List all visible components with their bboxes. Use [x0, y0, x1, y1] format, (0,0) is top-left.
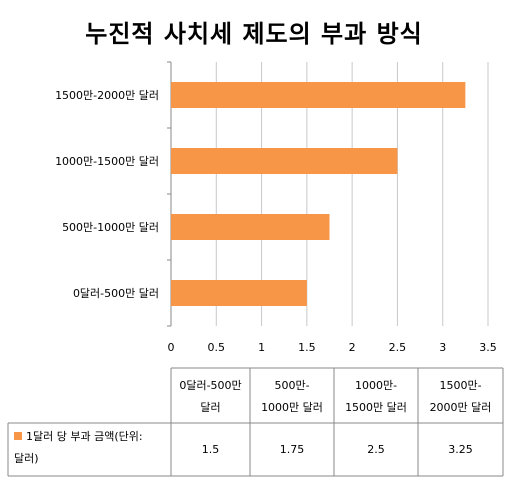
bar-1: [171, 214, 330, 240]
table-header-0-line-1: 달러: [200, 401, 220, 414]
data-label-2: 2.5: [367, 443, 385, 456]
table-header-3-line-1: 2000만 달러: [430, 401, 492, 414]
table-header-2-line-0: 1000만-: [355, 379, 397, 392]
table-header-3-line-0: 1500만-: [439, 379, 481, 392]
data-label-3: 3.25: [448, 443, 473, 456]
table-header-0-line-0: 0달러-500만: [179, 379, 241, 392]
table-header-2-line-1: 1500만 달러: [345, 401, 407, 414]
x-tick-label-1: 0.5: [208, 341, 226, 354]
x-tick-label-2: 1: [258, 341, 265, 354]
x-tick-label-4: 2: [349, 341, 356, 354]
legend-label-line-1: 달러): [14, 452, 39, 465]
chart-title: 누진적 사치세 제도의 부과 방식: [85, 20, 423, 48]
x-tick-label-5: 2.5: [389, 341, 407, 354]
category-label-0: 0달러-500만 달러: [73, 287, 159, 300]
bar-3: [171, 82, 466, 108]
x-tick-label-7: 3.5: [479, 341, 497, 354]
table-header-1-line-0: 500만-: [274, 379, 309, 392]
category-label-1: 500만-1000만 달러: [62, 221, 159, 234]
legend-swatch: [14, 432, 22, 440]
x-tick-label-6: 3: [439, 341, 446, 354]
category-label-3: 1500만-2000만 달러: [55, 89, 159, 102]
bar-0: [171, 280, 307, 306]
x-tick-label-3: 1.5: [298, 341, 316, 354]
data-label-1: 1.75: [280, 443, 305, 456]
category-label-2: 1000만-1500만 달러: [55, 155, 159, 168]
bar-2: [171, 148, 398, 174]
table-header-1-line-1: 1000만 달러: [261, 401, 323, 414]
x-tick-label-0: 0: [168, 341, 175, 354]
legend-label-line-0: 1달러 당 부과 금액(단위:: [26, 430, 143, 443]
data-label-0: 1.5: [202, 443, 220, 456]
